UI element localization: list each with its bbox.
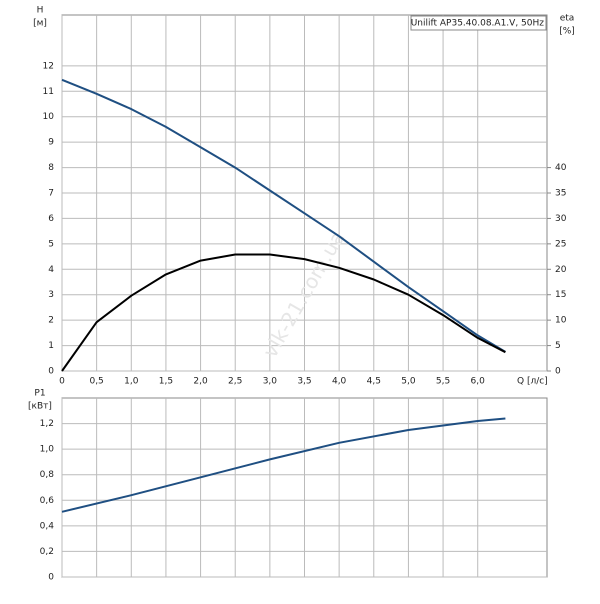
y-tick-label: 0,2	[40, 547, 54, 557]
y-tick-label: 9	[48, 138, 54, 148]
y2-tick-label: 0	[555, 367, 561, 377]
x-tick-label: 0,5	[89, 377, 103, 387]
y-tick-label: 0,8	[40, 470, 55, 480]
y-tick-label: 0,6	[40, 496, 55, 506]
data-line	[61, 417, 506, 513]
y-tick-label: 8	[48, 163, 54, 173]
x-tick-label: 3,5	[297, 377, 311, 387]
x-tick-label: 5,5	[436, 377, 450, 387]
x-tick-label: 1,0	[124, 377, 139, 387]
y2-axis-label: eta	[560, 14, 575, 24]
y-tick-label: 0	[48, 367, 54, 377]
y-tick-label: 4	[48, 265, 54, 275]
y-tick-label: 0	[48, 573, 54, 583]
y-tick-label: 0,4	[40, 521, 55, 531]
x-tick-label: 1,5	[159, 377, 173, 387]
y2-tick-label: 40	[555, 163, 567, 173]
y2-axis-label: [%]	[559, 27, 575, 37]
data-line	[61, 78, 506, 353]
x-tick-label: 2,0	[193, 377, 208, 387]
y2-tick-label: 15	[555, 290, 566, 300]
y2-tick-label: 30	[555, 214, 567, 224]
y2-tick-label: 10	[555, 316, 567, 326]
x-tick-label: 2,5	[228, 377, 242, 387]
y2-tick-label: 25	[555, 239, 566, 249]
y-tick-label: 1,0	[40, 445, 55, 455]
y-tick-label: 2	[48, 316, 54, 326]
y2-tick-label: 35	[555, 189, 566, 199]
x-tick-label: 3,0	[263, 377, 278, 387]
y-tick-label: 7	[48, 189, 54, 199]
x-axis-label: Q [л/с]	[517, 377, 548, 387]
y-tick-label: 1	[48, 341, 54, 351]
y-tick-label: 11	[43, 87, 54, 97]
y-tick-label: 1,2	[40, 419, 54, 429]
legend-title: Unilift AP35.40.08.A1.V, 50Hz	[411, 19, 545, 29]
x-tick-label: 6,0	[471, 377, 486, 387]
y-axis-label: H	[37, 6, 44, 16]
y-tick-label: 12	[43, 61, 54, 71]
x-tick-label: 4,0	[332, 377, 347, 387]
y-tick-label: 3	[48, 290, 54, 300]
y-tick-label: 10	[43, 112, 55, 122]
x-tick-label: 4,5	[367, 377, 381, 387]
y-axis-label: [кВт]	[28, 402, 52, 412]
x-tick-label: 5,0	[401, 377, 416, 387]
y-tick-label: 6	[48, 214, 54, 224]
y2-tick-label: 5	[555, 341, 561, 351]
y-tick-label: 5	[48, 239, 54, 249]
y2-tick-label: 20	[555, 265, 567, 275]
y-axis-label: P1	[34, 389, 45, 399]
x-tick-label: 0	[59, 377, 65, 387]
data-line	[61, 253, 506, 372]
legend-box	[410, 15, 547, 31]
y-axis-label: [м]	[33, 19, 47, 29]
